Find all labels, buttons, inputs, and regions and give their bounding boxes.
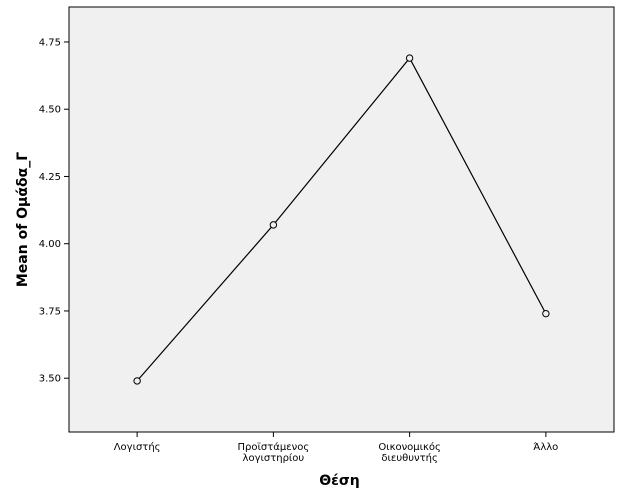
x-tick-label: Προϊστάμενος — [238, 441, 310, 453]
data-point — [133, 377, 141, 385]
y-axis-title: Mean of Ομάδα_Γ — [15, 152, 31, 287]
plot-area — [68, 6, 615, 433]
x-tick-label: λογιστηρίου — [243, 452, 305, 464]
data-point — [542, 309, 550, 318]
y-tick-label: 4.50 — [39, 105, 61, 116]
y-tick-label: 3.75 — [39, 306, 61, 317]
y-axis: 3.50 3.75 4.00 4.25 4.50 4.75 — [39, 37, 69, 385]
y-tick-label: 3.50 — [39, 374, 61, 385]
y-tick-label: 4.75 — [39, 37, 61, 48]
series-line — [136, 57, 547, 382]
data-point — [405, 54, 414, 62]
x-axis-title: Θέση — [319, 473, 360, 489]
y-tick-label: 4.25 — [39, 172, 61, 183]
data-points — [133, 54, 550, 385]
x-tick-label: Οικονομικός — [378, 441, 441, 453]
x-tick-label: Λογιστής — [114, 441, 161, 453]
x-tick-label: διευθυντής — [381, 452, 437, 464]
data-point — [269, 221, 278, 229]
y-tick-label: 4.00 — [39, 239, 61, 250]
x-tick-label: Άλλο — [533, 441, 558, 453]
